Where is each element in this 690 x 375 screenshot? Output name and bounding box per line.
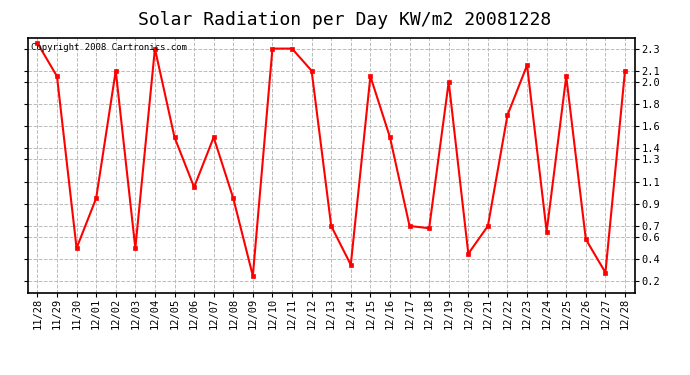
Text: Solar Radiation per Day KW/m2 20081228: Solar Radiation per Day KW/m2 20081228 bbox=[139, 11, 551, 29]
Text: Copyright 2008 Cartronics.com: Copyright 2008 Cartronics.com bbox=[30, 43, 186, 52]
